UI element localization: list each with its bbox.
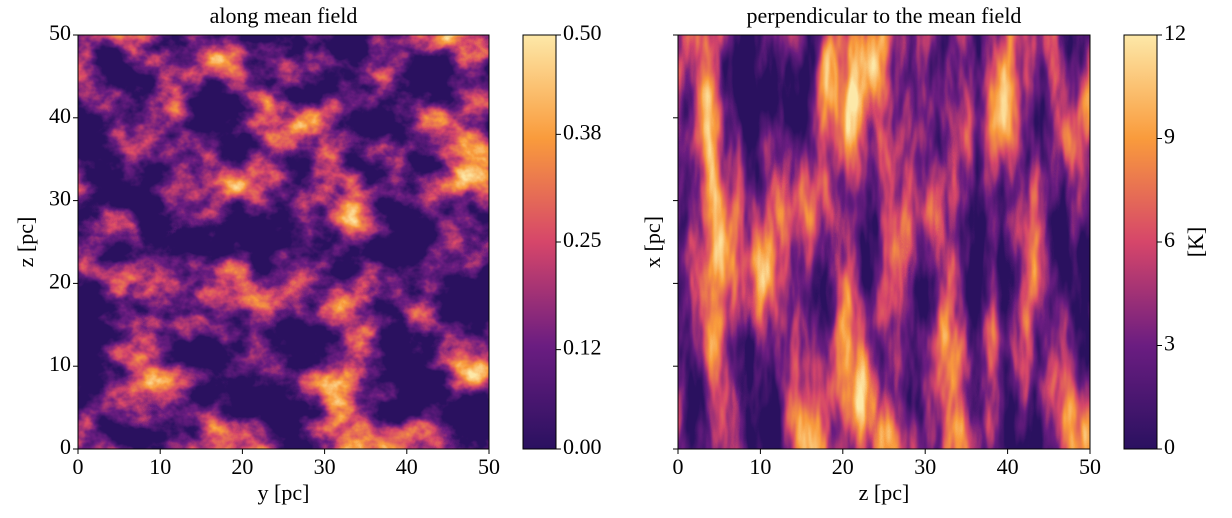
chart-title: along mean field [210, 3, 358, 28]
x-axis-label: y [pc] [258, 480, 310, 505]
colorbar-tick-label: 9 [1164, 124, 1175, 149]
colorbar-tick-label: 3 [1164, 331, 1175, 356]
colorbar [1123, 34, 1158, 450]
colorbar-tick-label: 0.38 [563, 119, 602, 144]
x-tick-label: 30 [914, 454, 936, 479]
x-tick-label: 50 [1079, 454, 1101, 479]
x-tick-label: 20 [832, 454, 854, 479]
x-axis-label: z [pc] [859, 480, 910, 505]
colorbar-tick-label: 0.25 [563, 227, 602, 252]
x-tick-label: 30 [314, 454, 336, 479]
colorbar-label: [K] [1183, 227, 1208, 258]
colorbar-tick-label: 12 [1164, 20, 1186, 45]
y-tick-label: 0 [60, 434, 71, 459]
colorbar [522, 34, 557, 450]
image [678, 35, 1090, 449]
y-tick-label: 50 [49, 20, 71, 45]
chart-title: perpendicular to the mean field [747, 3, 1022, 28]
colorbar-tick-label: 0.50 [563, 20, 602, 45]
y-tick-label: 20 [49, 268, 71, 293]
x-tick-label: 20 [231, 454, 253, 479]
axes-frame [677, 34, 1091, 450]
x-tick-label: 0 [73, 454, 84, 479]
colorbar-tick-label: 0.12 [563, 335, 602, 360]
colorbar-tick-label: 0.00 [563, 434, 602, 459]
x-tick-label: 0 [673, 454, 684, 479]
colorbar-tick-label: 0 [1164, 434, 1175, 459]
colorbar-tick-label: 6 [1164, 227, 1175, 252]
x-tick-label: 10 [749, 454, 771, 479]
y-axis-label: x [pc] [640, 216, 665, 268]
y-tick-label: 30 [49, 186, 71, 211]
y-tick-label: 40 [49, 103, 71, 128]
x-tick-label: 50 [478, 454, 500, 479]
y-tick-label: 10 [49, 351, 71, 376]
x-tick-label: 40 [396, 454, 418, 479]
y-axis-label: z [pc] [13, 217, 38, 268]
image [78, 35, 489, 449]
x-tick-label: 40 [997, 454, 1019, 479]
x-tick-label: 10 [149, 454, 171, 479]
axes-frame [77, 34, 490, 450]
